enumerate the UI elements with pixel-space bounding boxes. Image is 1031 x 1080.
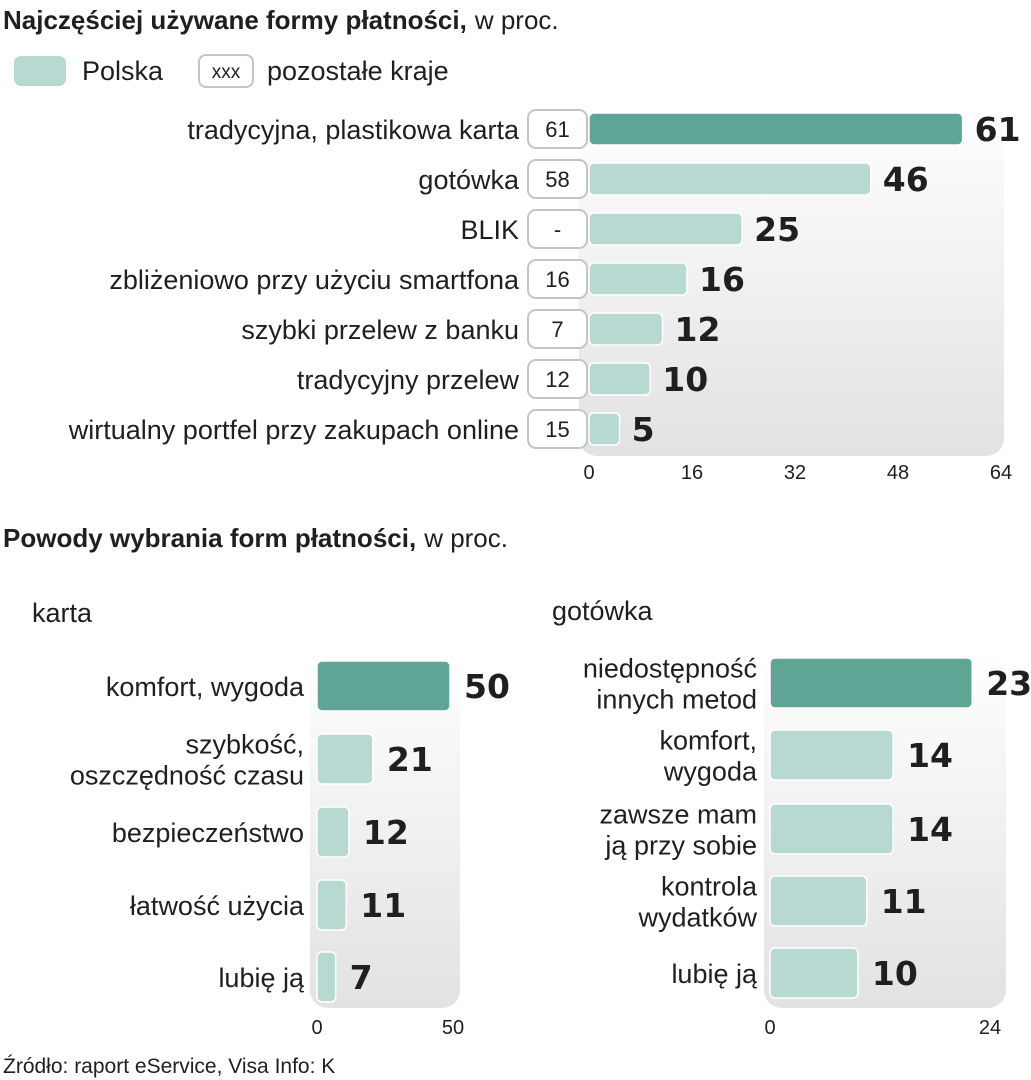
chart1-value-label: 46 — [883, 160, 929, 199]
gotowka-category-label: komfort, — [659, 726, 757, 756]
chart1-category-label: tradycyjny przelew — [297, 365, 520, 395]
chart1-other-box — [527, 159, 588, 199]
karta-subtitle: karta — [32, 598, 93, 628]
gotowka-category-label: lubię ją — [671, 959, 758, 989]
chart1-value-label: 61 — [975, 110, 1021, 149]
gotowka-category-label: zawsze mam — [599, 800, 757, 830]
chart1-other-box — [527, 209, 588, 249]
karta-category-label: lubię ją — [218, 963, 305, 993]
chart1-tick-label: 0 — [583, 462, 594, 484]
chart1-tick-label: 64 — [990, 462, 1012, 484]
chart1-category-label: tradycyjna, plastikowa karta — [187, 115, 520, 145]
gotowka-category-label: wydatków — [637, 903, 757, 933]
chart1-other-box — [527, 409, 588, 449]
gotowka-subtitle: gotówka — [552, 596, 654, 626]
legend-polska-swatch — [14, 56, 66, 86]
chart1-value-label: 10 — [662, 360, 708, 399]
chart1-category-label: gotówka — [418, 165, 520, 195]
gotowka-value-label: 11 — [881, 882, 927, 921]
chart1-tick-label: 16 — [681, 462, 703, 484]
karta-tick-label: 50 — [442, 1017, 464, 1039]
chart1-value-label: 12 — [675, 310, 721, 349]
chart1-category-label: zbliżeniowo przy użyciu smartfona — [109, 265, 520, 295]
chart1-tick-label: 48 — [887, 462, 909, 484]
gotowka-tick-label: 24 — [979, 1017, 1001, 1039]
gotowka-category-label: niedostępność — [583, 654, 757, 684]
chart1-bar — [588, 162, 872, 196]
source-note: Źródło: raport eService, Visa Info: K — [3, 1055, 335, 1078]
karta-category-label: szybkość, — [185, 730, 304, 760]
chart1-tick-label: 32 — [784, 462, 806, 484]
gotowka-category-label: wygoda — [663, 757, 758, 787]
karta-value-label: 12 — [363, 813, 409, 852]
chart1-title: Najczęściej używane formy płatności, w pr… — [3, 5, 559, 35]
gotowka-category-label: kontrola — [661, 872, 758, 902]
chart1-other-value: 61 — [545, 117, 569, 142]
karta-bar — [316, 660, 451, 712]
chart1-other-value: 58 — [545, 167, 569, 192]
chart1-other-value: 7 — [551, 317, 563, 342]
chart1-bar — [588, 412, 621, 446]
legend-other-sample: xxx — [212, 62, 241, 83]
gotowka-bar — [769, 947, 859, 999]
chart1-bar — [588, 262, 688, 296]
gotowka-value-label: 14 — [907, 736, 953, 775]
chart1-other-value: 16 — [545, 267, 569, 292]
chart1-value-label: 5 — [632, 410, 655, 449]
gotowka-bar — [769, 803, 894, 855]
chart1-bar — [588, 112, 964, 146]
chart1-other-box — [527, 309, 588, 349]
karta-category-label: oszczędność czasu — [70, 761, 304, 791]
legend-polska-label: Polska — [82, 56, 164, 86]
chart1-other-box — [527, 359, 588, 399]
chart1-other-box — [527, 259, 588, 299]
chart2-title: Powody wybrania form płatności, w proc. — [3, 523, 508, 553]
chart1-other-value: 12 — [545, 367, 569, 392]
gotowka-value-label: 10 — [872, 954, 918, 993]
karta-bar — [316, 879, 348, 931]
chart1-bar — [588, 312, 664, 346]
gotowka-bar — [769, 875, 868, 927]
chart1-bar — [588, 212, 743, 246]
chart1-category-label: szybki przelew z banku — [241, 315, 519, 345]
karta-category-label: łatwość użycia — [130, 891, 305, 921]
karta-value-label: 21 — [387, 740, 433, 779]
gotowka-value-label: 14 — [907, 810, 953, 849]
gotowka-bar — [769, 657, 973, 709]
karta-value-label: 11 — [360, 886, 406, 925]
chart1-other-box — [527, 109, 588, 149]
legend-other-box — [198, 54, 254, 88]
chart1-other-value: - — [554, 217, 561, 242]
gotowka-category-label: innych metod — [596, 685, 757, 715]
karta-value-label: 50 — [464, 667, 510, 706]
chart1-bar — [588, 362, 651, 396]
karta-bar — [316, 806, 350, 858]
karta-bar — [316, 733, 374, 785]
chart1-value-label: 16 — [699, 260, 745, 299]
chart1-other-value: 15 — [545, 417, 569, 442]
gotowka-tick-label: 0 — [764, 1017, 775, 1039]
chart1-value-label: 25 — [754, 210, 800, 249]
gotowka-category-label: ją przy sobie — [604, 831, 757, 861]
legend-other-label: pozostałe kraje — [267, 56, 449, 86]
chart1-category-label: BLIK — [460, 215, 519, 245]
chart1-category-label: wirtualny portfel przy zakupach online — [68, 415, 519, 445]
karta-category-label: komfort, wygoda — [106, 672, 305, 702]
karta-tick-label: 0 — [311, 1017, 322, 1039]
karta-bar — [316, 951, 337, 1003]
karta-category-label: bezpieczeństwo — [112, 818, 304, 848]
karta-value-label: 7 — [350, 958, 373, 997]
gotowka-bar — [769, 729, 894, 781]
gotowka-value-label: 23 — [986, 664, 1031, 703]
